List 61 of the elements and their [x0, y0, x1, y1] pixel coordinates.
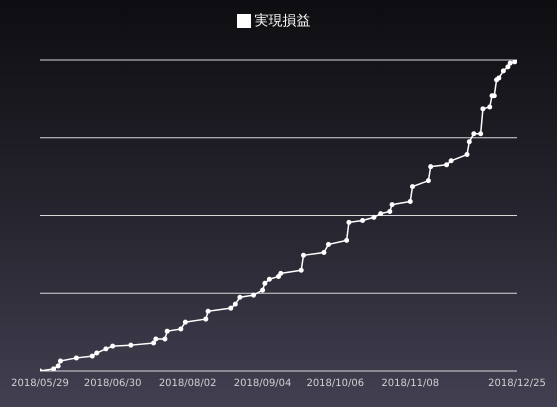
point: [428, 164, 434, 170]
point: [237, 294, 242, 300]
point: [182, 320, 188, 325]
point: [206, 308, 211, 314]
point: [480, 106, 486, 112]
point: [58, 358, 63, 364]
point: [387, 208, 392, 214]
x-tick-label: 2018/06/30: [84, 378, 142, 390]
point: [162, 336, 168, 342]
point: [151, 340, 156, 346]
point: [487, 104, 492, 110]
point: [110, 344, 116, 349]
x-tick-label: 2018/12/25: [488, 378, 546, 390]
point: [203, 316, 208, 322]
point: [426, 178, 431, 184]
point: [251, 292, 256, 298]
point: [321, 250, 326, 256]
point: [408, 199, 413, 204]
point: [360, 218, 366, 223]
point: [232, 302, 238, 307]
point: [228, 306, 234, 311]
point: [298, 268, 304, 273]
point: [464, 152, 470, 158]
point: [260, 288, 266, 293]
x-tick-label: 2018/05/29: [11, 378, 69, 390]
x-tick-label: 2018/10/06: [306, 378, 364, 390]
point: [90, 354, 95, 359]
point: [326, 242, 331, 247]
point: [56, 364, 61, 369]
point: [500, 68, 506, 74]
point: [153, 336, 158, 342]
x-tick-label: 2018/11/08: [381, 378, 440, 390]
point: [103, 346, 108, 352]
point: [390, 202, 395, 208]
point: [178, 326, 184, 332]
point: [128, 342, 134, 348]
point: [94, 350, 100, 356]
point: [378, 211, 384, 216]
point: [478, 131, 484, 136]
point: [466, 139, 472, 144]
point: [276, 274, 281, 279]
point: [448, 158, 454, 164]
point: [444, 162, 450, 168]
x-tick-label: 2018/09/04: [234, 378, 292, 390]
point: [512, 60, 517, 64]
x-tick-label: 2018/08/02: [158, 378, 216, 390]
point: [505, 64, 510, 70]
point: [300, 252, 306, 258]
point: [371, 214, 376, 220]
point: [410, 184, 416, 190]
point: [508, 60, 513, 66]
point: [262, 280, 268, 286]
point: [278, 270, 284, 276]
point: [471, 131, 476, 136]
point: [164, 328, 170, 334]
point: [344, 238, 350, 243]
point: [346, 220, 352, 225]
point: [51, 366, 56, 371]
point: [74, 355, 79, 360]
legend-label: 実現損益: [254, 13, 310, 29]
point: [266, 276, 272, 282]
